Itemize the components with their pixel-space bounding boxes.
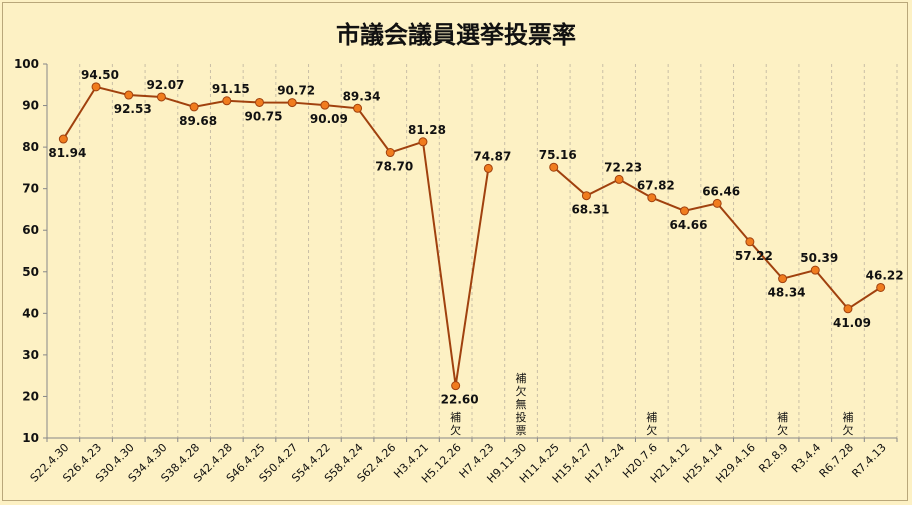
- y-tick-labels: 10 20 30 40 50 60 70 80 90 100: [14, 57, 39, 445]
- x-tick-label: R6.7.28: [817, 441, 856, 480]
- data-label: 22.60: [441, 393, 479, 407]
- x-tick-label: R2.8.9: [756, 441, 790, 475]
- annotation-label: 補欠: [450, 411, 461, 437]
- annotation-label: 補欠無投票: [516, 372, 527, 437]
- data-point: [483, 163, 493, 173]
- annotation-label: 補欠: [646, 411, 657, 437]
- data-label: 89.68: [179, 114, 217, 128]
- data-label: 94.50: [81, 68, 119, 82]
- data-label: 50.39: [800, 251, 838, 265]
- data-label: 92.53: [114, 102, 152, 116]
- data-point: [353, 103, 363, 113]
- data-point: [58, 134, 68, 144]
- data-point: [418, 137, 428, 147]
- data-label: 90.09: [310, 112, 348, 126]
- data-point: [778, 274, 788, 284]
- series-line-segment: [62, 85, 490, 386]
- x-tick-labels: S22.4.30S26.4.23S30.4.30S34.4.30S38.4.28…: [28, 441, 889, 486]
- data-labels: 81.94 94.50 92.53 92.07 89.68 91.15 90.75 90.72…: [48, 68, 903, 407]
- chart-title: 市議会議員選挙投票率: [336, 21, 576, 49]
- data-label: 66.46: [702, 184, 740, 198]
- x-tick-label: R7.4.13: [849, 441, 888, 480]
- data-point: [745, 237, 755, 247]
- data-point: [156, 92, 166, 102]
- data-label: 74.87: [473, 149, 511, 163]
- data-label: 81.28: [408, 123, 446, 137]
- series-points: [58, 82, 886, 391]
- y-tick-label: 10: [22, 431, 39, 445]
- annotation-label: 補欠: [842, 411, 853, 437]
- y-tick-label: 90: [22, 99, 39, 113]
- data-label: 90.75: [245, 109, 283, 123]
- data-point: [712, 198, 722, 208]
- data-label: 41.09: [833, 316, 871, 330]
- data-point: [549, 162, 559, 172]
- data-label: 67.82: [637, 179, 675, 193]
- data-point: [451, 381, 461, 391]
- data-label: 48.34: [768, 286, 806, 300]
- data-label: 78.70: [375, 160, 413, 174]
- y-tick-label: 70: [22, 182, 39, 196]
- data-point: [647, 193, 657, 203]
- data-point: [91, 82, 101, 92]
- data-point: [255, 97, 264, 107]
- data-point: [680, 206, 689, 216]
- y-tick-label: 30: [22, 348, 39, 362]
- data-point: [189, 102, 199, 112]
- data-point: [581, 191, 591, 201]
- data-point: [385, 148, 395, 158]
- data-label: 64.66: [670, 218, 708, 232]
- grid-lines: [46, 64, 898, 438]
- data-point: [287, 98, 297, 108]
- data-point: [876, 282, 886, 292]
- data-point: [124, 90, 134, 100]
- data-label: 46.22: [866, 268, 904, 282]
- data-point: [810, 265, 820, 275]
- data-label: 68.31: [571, 203, 609, 217]
- data-label: 75.16: [539, 148, 577, 162]
- axes: [43, 63, 898, 442]
- y-tick-label: 40: [22, 306, 39, 320]
- annotation-label: 補欠: [777, 411, 788, 437]
- data-point: [222, 96, 232, 106]
- y-tick-label: 100: [14, 57, 39, 71]
- data-point: [614, 174, 624, 184]
- y-tick-label: 60: [22, 223, 39, 237]
- data-point: [843, 304, 853, 314]
- data-point: [320, 100, 330, 110]
- data-label: 90.72: [277, 84, 315, 98]
- data-label: 92.07: [146, 78, 184, 92]
- y-tick-label: 50: [22, 265, 39, 279]
- data-label: 57.22: [735, 249, 773, 263]
- data-label: 91.15: [212, 82, 250, 96]
- data-label: 72.23: [604, 160, 642, 174]
- y-tick-label: 80: [22, 140, 39, 154]
- data-label: 89.34: [343, 89, 381, 103]
- data-label: 81.94: [48, 146, 86, 160]
- y-tick-label: 20: [22, 389, 39, 403]
